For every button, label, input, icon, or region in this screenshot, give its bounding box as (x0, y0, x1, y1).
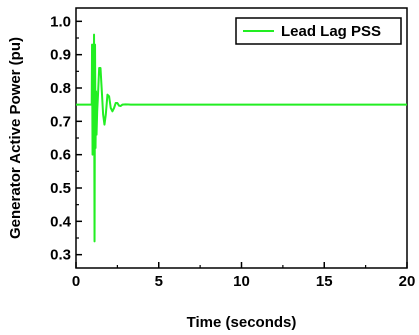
x-tick-label: 20 (399, 273, 416, 290)
legend: Lead Lag PSS (235, 17, 402, 45)
x-tick-label: 0 (72, 273, 80, 290)
plot-frame (75, 7, 408, 269)
y-tick-label: 0.6 (50, 147, 71, 164)
y-tick-label: 0.8 (50, 80, 71, 97)
ticks-layer (75, 20, 408, 268)
y-tick-label: 1.0 (50, 13, 71, 30)
axes-layer (75, 7, 408, 269)
series-line (76, 33, 407, 243)
y-tick-label: 0.3 (50, 247, 71, 264)
y-tick-label: 0.7 (50, 113, 71, 130)
y-tick-label: 0.4 (50, 213, 72, 230)
x-tick-label: 15 (316, 273, 333, 290)
tick-labels-layer: 0 5 10 15 20 0.3 0.4 0.5 0.6 0.7 0.8 0.9 1.0 (50, 13, 415, 290)
x-tick-label: 10 (233, 273, 250, 290)
legend-label: Lead Lag PSS (281, 23, 381, 40)
y-tick-label: 0.9 (50, 47, 71, 64)
x-tick-label: 5 (155, 273, 163, 290)
x-axis-title: Time (seconds) (187, 314, 297, 331)
y-axis-title: Generator Active Power (pu) (7, 37, 24, 239)
y-tick-label: 0.5 (50, 180, 71, 197)
series-layer (76, 33, 407, 243)
